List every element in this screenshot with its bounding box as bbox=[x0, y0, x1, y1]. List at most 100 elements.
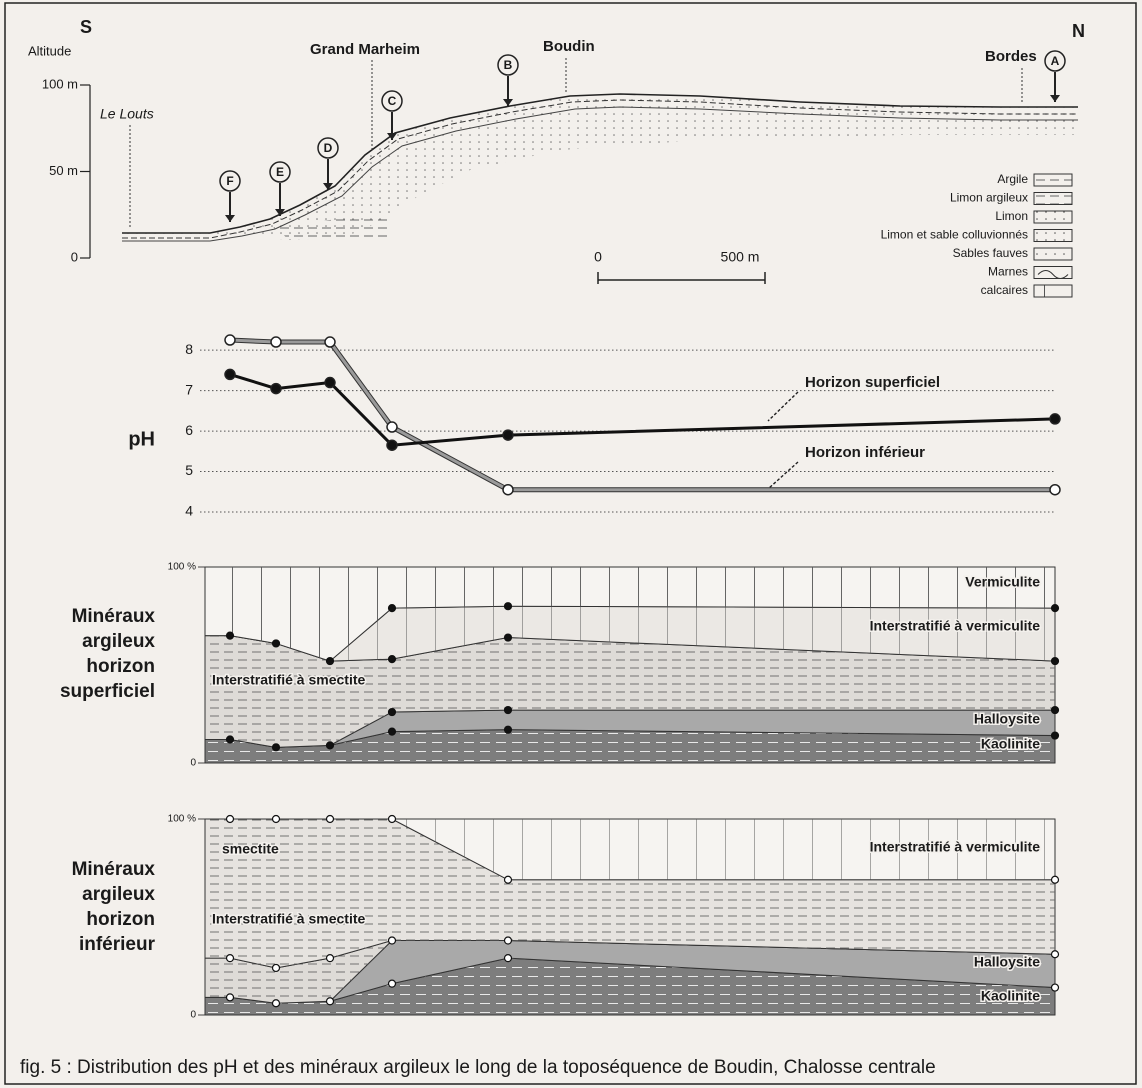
y-tick-label: 100 m bbox=[42, 76, 78, 91]
point bbox=[503, 485, 513, 495]
series-label: Interstratifié à vermiculite bbox=[870, 839, 1041, 855]
line bbox=[230, 340, 1055, 490]
series-label: smectite bbox=[222, 841, 279, 857]
y-tick-label: 100 % bbox=[168, 814, 196, 825]
legend-swatch bbox=[1034, 211, 1072, 223]
y-tick-label: 6 bbox=[185, 422, 193, 438]
series-label: Kaolinite bbox=[981, 736, 1040, 752]
legend-swatch bbox=[1038, 271, 1068, 279]
point bbox=[227, 994, 234, 1001]
place-label: Boudin bbox=[543, 38, 595, 55]
point bbox=[389, 656, 396, 663]
site-label: D bbox=[324, 141, 333, 155]
point bbox=[327, 955, 334, 962]
point bbox=[227, 736, 234, 743]
line-outline bbox=[230, 340, 1055, 490]
point bbox=[325, 378, 335, 388]
point bbox=[389, 728, 396, 735]
point bbox=[271, 384, 281, 394]
place-label: Grand Marheim bbox=[310, 41, 420, 58]
page: { "profile": { "south": "S", "north": "N… bbox=[0, 0, 1142, 1088]
point bbox=[273, 640, 280, 647]
point bbox=[505, 707, 512, 714]
pointer bbox=[768, 462, 798, 489]
site-label: C bbox=[388, 94, 397, 108]
series-label: Horizon inférieur bbox=[805, 444, 925, 461]
series-label: Halloysite bbox=[974, 954, 1040, 970]
point bbox=[505, 876, 512, 883]
site-label: B bbox=[504, 58, 513, 72]
site-arrow-head bbox=[225, 215, 235, 222]
legend-swatch bbox=[1034, 193, 1072, 205]
series-label: Halloysite bbox=[974, 711, 1040, 727]
series-label: Interstratifié à smectite bbox=[212, 672, 365, 688]
point bbox=[273, 744, 280, 751]
point bbox=[1052, 605, 1059, 612]
pointer bbox=[768, 392, 798, 421]
axis-title: Altitude bbox=[28, 43, 71, 58]
point bbox=[389, 816, 396, 823]
point bbox=[505, 937, 512, 944]
point bbox=[387, 440, 397, 450]
point bbox=[327, 742, 334, 749]
y-axis-title: argileux bbox=[82, 884, 155, 905]
series-label: Vermiculite bbox=[965, 574, 1040, 590]
point bbox=[227, 816, 234, 823]
scale-label: 500 m bbox=[721, 249, 760, 265]
point bbox=[1052, 984, 1059, 991]
point bbox=[273, 1000, 280, 1007]
legend-label: calcaires bbox=[981, 283, 1028, 297]
scale-label: 0 bbox=[594, 249, 602, 265]
place-label: Bordes bbox=[985, 48, 1037, 65]
y-tick-label: 4 bbox=[185, 503, 193, 519]
site-arrow-head bbox=[1050, 95, 1060, 102]
site-label: F bbox=[226, 174, 233, 188]
point bbox=[505, 955, 512, 962]
legend-swatch bbox=[1034, 248, 1072, 260]
legend-label: Limon bbox=[995, 209, 1028, 223]
y-axis-title: pH bbox=[128, 428, 155, 450]
series-label: Kaolinite bbox=[981, 988, 1040, 1004]
point bbox=[505, 603, 512, 610]
point bbox=[1052, 732, 1059, 739]
point bbox=[505, 726, 512, 733]
legend-label: Limon argileux bbox=[950, 191, 1028, 205]
point bbox=[225, 335, 235, 345]
legend-label: Argile bbox=[997, 172, 1028, 186]
y-axis-title: horizon bbox=[86, 909, 155, 930]
series-label: Horizon superficiel bbox=[805, 374, 940, 391]
legend-swatch bbox=[1034, 230, 1072, 242]
profile-layers bbox=[122, 94, 1078, 240]
point bbox=[227, 632, 234, 639]
legend-label: Limon et sable colluvionnés bbox=[881, 228, 1028, 242]
point bbox=[505, 634, 512, 641]
point bbox=[387, 422, 397, 432]
caption: fig. 5 : Distribution des pH et des miné… bbox=[20, 1057, 936, 1078]
direction: S bbox=[80, 17, 92, 37]
point bbox=[273, 964, 280, 971]
y-axis-title: inférieur bbox=[79, 934, 156, 955]
y-axis-title: superficiel bbox=[60, 681, 155, 702]
point bbox=[325, 337, 335, 347]
y-axis-title: Minéraux bbox=[72, 606, 156, 627]
point bbox=[1052, 707, 1059, 714]
site-label: A bbox=[1051, 54, 1060, 68]
y-tick-label: 100 % bbox=[168, 562, 196, 573]
point bbox=[227, 955, 234, 962]
figure: S N Altitude Le Louts Grand Marheim Boud… bbox=[0, 0, 1142, 1088]
place-label: Le Louts bbox=[100, 106, 154, 122]
point bbox=[503, 430, 513, 440]
y-tick-label: 5 bbox=[185, 462, 193, 478]
y-axis-title: argileux bbox=[82, 631, 155, 652]
y-axis-title: horizon bbox=[86, 656, 155, 677]
y-tick-label: 7 bbox=[185, 381, 193, 397]
site-label: E bbox=[276, 165, 284, 179]
point bbox=[389, 937, 396, 944]
point bbox=[1050, 485, 1060, 495]
point bbox=[225, 369, 235, 379]
point bbox=[327, 998, 334, 1005]
legend-label: Marnes bbox=[988, 265, 1028, 279]
y-tick-label: 8 bbox=[185, 341, 193, 357]
y-tick-label: 50 m bbox=[49, 163, 78, 178]
point bbox=[389, 709, 396, 716]
